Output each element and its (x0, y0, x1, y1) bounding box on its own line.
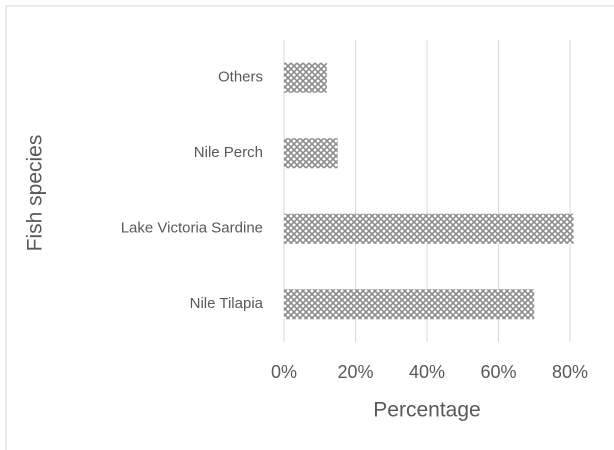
y-axis-label: Fish species (24, 135, 47, 252)
y-tick-label: Nile Tilapia (190, 295, 264, 312)
bar (284, 289, 535, 320)
x-tick-label: 40% (409, 362, 445, 382)
chart-border (5, 5, 614, 450)
x-tick-label: 80% (552, 362, 588, 382)
bar (284, 62, 327, 93)
x-axis-label: Percentage (373, 399, 480, 422)
x-tick-label: 20% (337, 362, 373, 382)
x-tick-label: 0% (271, 362, 297, 382)
y-tick-label: Lake Victoria Sardine (121, 220, 263, 237)
bar (284, 138, 338, 169)
bar (284, 213, 574, 244)
y-tick-label: Nile Perch (194, 144, 263, 161)
y-tick-label: Others (218, 69, 263, 86)
x-tick-label: 60% (480, 362, 516, 382)
